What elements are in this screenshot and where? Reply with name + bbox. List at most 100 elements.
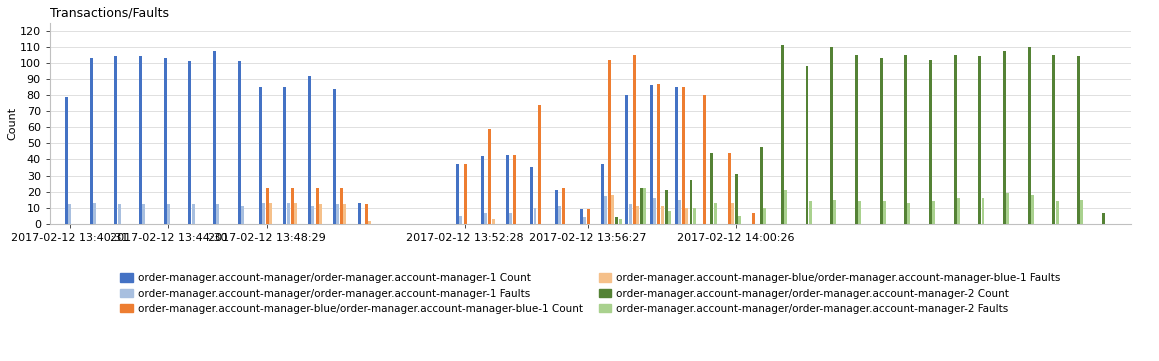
Bar bbox=[308, 76, 311, 224]
Bar bbox=[488, 129, 491, 224]
Bar bbox=[830, 47, 833, 224]
Bar bbox=[509, 213, 512, 224]
Bar bbox=[343, 204, 347, 224]
Bar bbox=[752, 213, 756, 224]
Bar bbox=[267, 188, 269, 224]
Bar bbox=[241, 206, 245, 224]
Bar bbox=[533, 208, 537, 224]
Bar bbox=[238, 61, 241, 224]
Bar bbox=[284, 87, 286, 224]
Bar bbox=[491, 219, 495, 224]
Bar bbox=[611, 195, 614, 224]
Bar bbox=[738, 216, 742, 224]
Bar bbox=[1030, 195, 1034, 224]
Bar bbox=[633, 55, 635, 224]
Bar bbox=[781, 45, 783, 224]
Bar bbox=[604, 196, 607, 224]
Bar bbox=[728, 153, 730, 224]
Bar bbox=[982, 198, 984, 224]
Bar bbox=[806, 66, 809, 224]
Bar bbox=[369, 221, 371, 224]
Bar bbox=[636, 206, 639, 224]
Bar bbox=[89, 58, 93, 224]
Bar bbox=[93, 203, 96, 224]
Bar bbox=[954, 55, 956, 224]
Bar bbox=[555, 190, 557, 224]
Bar bbox=[957, 198, 960, 224]
Bar bbox=[904, 55, 907, 224]
Bar bbox=[258, 87, 262, 224]
Bar bbox=[117, 204, 121, 224]
Bar bbox=[654, 198, 656, 224]
Bar bbox=[143, 204, 145, 224]
Bar bbox=[580, 209, 583, 224]
Bar bbox=[809, 201, 811, 224]
Bar bbox=[883, 201, 885, 224]
Bar bbox=[286, 203, 290, 224]
Bar bbox=[855, 55, 858, 224]
Bar bbox=[693, 208, 695, 224]
Bar bbox=[907, 203, 911, 224]
Bar bbox=[191, 204, 195, 224]
Bar bbox=[858, 201, 861, 224]
Bar bbox=[583, 217, 585, 224]
Bar bbox=[760, 147, 763, 224]
Bar bbox=[333, 88, 336, 224]
Bar bbox=[735, 174, 738, 224]
Bar bbox=[588, 209, 590, 224]
Bar bbox=[600, 164, 604, 224]
Bar bbox=[457, 164, 459, 224]
Bar bbox=[704, 95, 706, 224]
Bar bbox=[115, 56, 117, 224]
Legend: order-manager.account-manager/order-manager.account-manager-1 Count, order-manag: order-manager.account-manager/order-mana… bbox=[121, 273, 1060, 314]
Bar bbox=[683, 87, 685, 224]
Bar bbox=[880, 58, 882, 224]
Bar bbox=[678, 200, 680, 224]
Bar bbox=[68, 204, 71, 224]
Bar bbox=[1028, 47, 1030, 224]
Bar bbox=[643, 188, 647, 224]
Bar bbox=[459, 216, 462, 224]
Bar bbox=[928, 60, 932, 224]
Bar bbox=[139, 56, 143, 224]
Bar bbox=[1077, 56, 1080, 224]
Bar bbox=[833, 200, 837, 224]
Bar bbox=[562, 188, 566, 224]
Bar bbox=[675, 87, 678, 224]
Bar bbox=[932, 201, 935, 224]
Bar bbox=[1006, 193, 1009, 224]
Bar bbox=[661, 206, 664, 224]
Bar bbox=[213, 52, 216, 224]
Bar bbox=[294, 203, 297, 224]
Bar bbox=[319, 204, 322, 224]
Bar bbox=[538, 105, 541, 224]
Bar bbox=[1003, 52, 1006, 224]
Bar bbox=[657, 84, 661, 224]
Bar bbox=[336, 204, 340, 224]
Bar bbox=[217, 204, 219, 224]
Bar bbox=[783, 190, 787, 224]
Bar bbox=[163, 58, 167, 224]
Bar bbox=[668, 211, 671, 224]
Bar bbox=[481, 156, 484, 224]
Bar bbox=[608, 60, 611, 224]
Bar bbox=[312, 206, 314, 224]
Bar bbox=[710, 153, 714, 224]
Bar bbox=[665, 190, 668, 224]
Bar bbox=[262, 203, 265, 224]
Bar bbox=[531, 168, 533, 224]
Bar bbox=[559, 206, 561, 224]
Bar bbox=[167, 204, 170, 224]
Bar bbox=[1052, 55, 1056, 224]
Bar bbox=[1102, 213, 1105, 224]
Bar bbox=[714, 203, 716, 224]
Bar bbox=[1080, 200, 1084, 224]
Bar bbox=[650, 85, 653, 224]
Bar bbox=[619, 219, 621, 224]
Bar bbox=[685, 208, 688, 224]
Bar bbox=[1056, 201, 1058, 224]
Bar bbox=[628, 204, 632, 224]
Bar bbox=[626, 95, 628, 224]
Bar bbox=[690, 180, 692, 224]
Bar bbox=[341, 188, 343, 224]
